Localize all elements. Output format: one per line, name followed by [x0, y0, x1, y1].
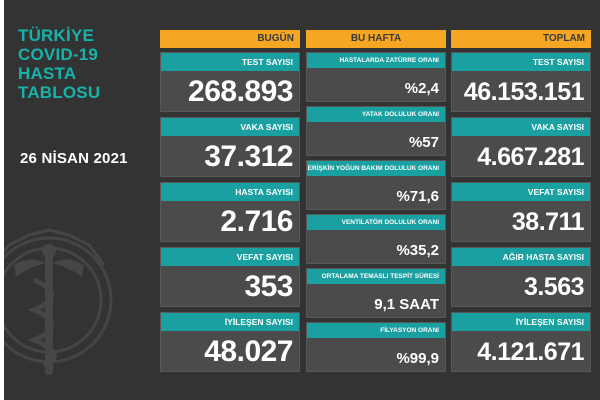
title-line-3: HASTA — [18, 64, 77, 83]
week-card-filiation-rate: FİLYASYON ORANI %99,9 — [306, 322, 446, 372]
total-recovered-value: 4.121.671 — [477, 338, 584, 366]
total-death-label: VEFAT SAYISI — [452, 183, 590, 201]
week-ventilator-occupancy-value: %35,2 — [396, 242, 439, 259]
today-recovered-label: İYİLEŞEN SAYISI — [161, 313, 299, 331]
week-card-icu-occupancy: ERİŞKİN YOĞUN BAKIM DOLULUK ORANI %71,6 — [306, 160, 446, 210]
today-case-value: 37.312 — [204, 140, 293, 173]
total-critical-label: AĞIR HASTA SAYISI — [452, 248, 590, 266]
total-case-value: 4.667.281 — [477, 143, 584, 171]
today-recovered-value: 48.027 — [204, 335, 293, 368]
title-line-4: TABLOSU — [18, 83, 101, 102]
week-contact-detection-time-value: 9,1 SAAT — [374, 296, 439, 313]
total-critical-value: 3.563 — [523, 273, 585, 301]
total-card-test: TEST SAYISI 46.153.151 — [451, 52, 591, 112]
total-test-label: TEST SAYISI — [452, 53, 590, 71]
today-patient-label: HASTA SAYISI — [161, 183, 299, 201]
today-card-recovered: İYİLEŞEN SAYISI 48.027 — [160, 312, 300, 372]
today-card-death: VEFAT SAYISI 353 — [160, 247, 300, 307]
week-card-pneumonia: HASTALARDA ZATÜRRE ORANI %2,4 — [306, 52, 446, 102]
today-test-label: TEST SAYISI — [161, 53, 299, 71]
total-card-recovered: İYİLEŞEN SAYISI 4.121.671 — [451, 312, 591, 372]
total-card-case: VAKA SAYISI 4.667.281 — [451, 117, 591, 177]
today-card-patient: HASTA SAYISI 2.716 — [160, 182, 300, 242]
today-death-label: VEFAT SAYISI — [161, 248, 299, 266]
total-card-critical: AĞIR HASTA SAYISI 3.563 — [451, 247, 591, 307]
title-line-1: TÜRKİYE — [18, 26, 95, 45]
week-card-bed-occupancy: YATAK DOLULUK ORANI %57 — [306, 106, 446, 156]
total-test-value: 46.153.151 — [463, 78, 585, 106]
today-death-value: 353 — [244, 270, 293, 303]
today-card-case: VAKA SAYISI 37.312 — [160, 117, 300, 177]
covid-table-board: TÜRKİYE COVID-19 HASTA TABLOSU 26 NİSAN … — [4, 0, 600, 400]
week-ventilator-occupancy-label: VENTİLATÖR DOLULUK ORANI — [307, 215, 445, 230]
report-date: 26 NİSAN 2021 — [20, 150, 128, 167]
today-card-test: TEST SAYISI 268.893 — [160, 52, 300, 112]
total-case-label: VAKA SAYISI — [452, 118, 590, 136]
week-filiation-rate-label: FİLYASYON ORANI — [307, 323, 445, 338]
week-card-contact-detection-time: ORTALAMA TEMASLI TESPİT SÜRESİ 9,1 SAAT — [306, 268, 446, 318]
week-filiation-rate-value: %99,9 — [396, 350, 439, 367]
today-case-label: VAKA SAYISI — [161, 118, 299, 136]
column-header-today: BUGÜN — [160, 30, 300, 48]
health-ministry-caduceus-emblem-icon — [4, 228, 113, 375]
total-death-value: 38.711 — [511, 208, 585, 236]
week-pneumonia-value: %2,4 — [404, 80, 439, 97]
today-test-value: 268.893 — [188, 75, 293, 108]
week-bed-occupancy-value: %57 — [408, 134, 439, 151]
column-header-total: TOPLAM — [451, 30, 591, 48]
title-line-2: COVID-19 — [18, 45, 99, 64]
week-pneumonia-label: HASTALARDA ZATÜRRE ORANI — [307, 53, 445, 68]
week-icu-occupancy-label: ERİŞKİN YOĞUN BAKIM DOLULUK ORANI — [307, 161, 445, 176]
week-contact-detection-time-label: ORTALAMA TEMASLI TESPİT SÜRESİ — [307, 269, 445, 284]
week-icu-occupancy-value: %71,6 — [396, 188, 439, 205]
total-recovered-label: İYİLEŞEN SAYISI — [452, 313, 590, 331]
today-patient-value: 2.716 — [220, 205, 293, 238]
total-card-death: VEFAT SAYISI 38.711 — [451, 182, 591, 242]
week-card-ventilator-occupancy: VENTİLATÖR DOLULUK ORANI %35,2 — [306, 214, 446, 264]
week-bed-occupancy-label: YATAK DOLULUK ORANI — [307, 107, 445, 122]
page-title: TÜRKİYE COVID-19 HASTA TABLOSU — [18, 26, 100, 102]
column-header-this-week: BU HAFTA — [306, 30, 446, 48]
